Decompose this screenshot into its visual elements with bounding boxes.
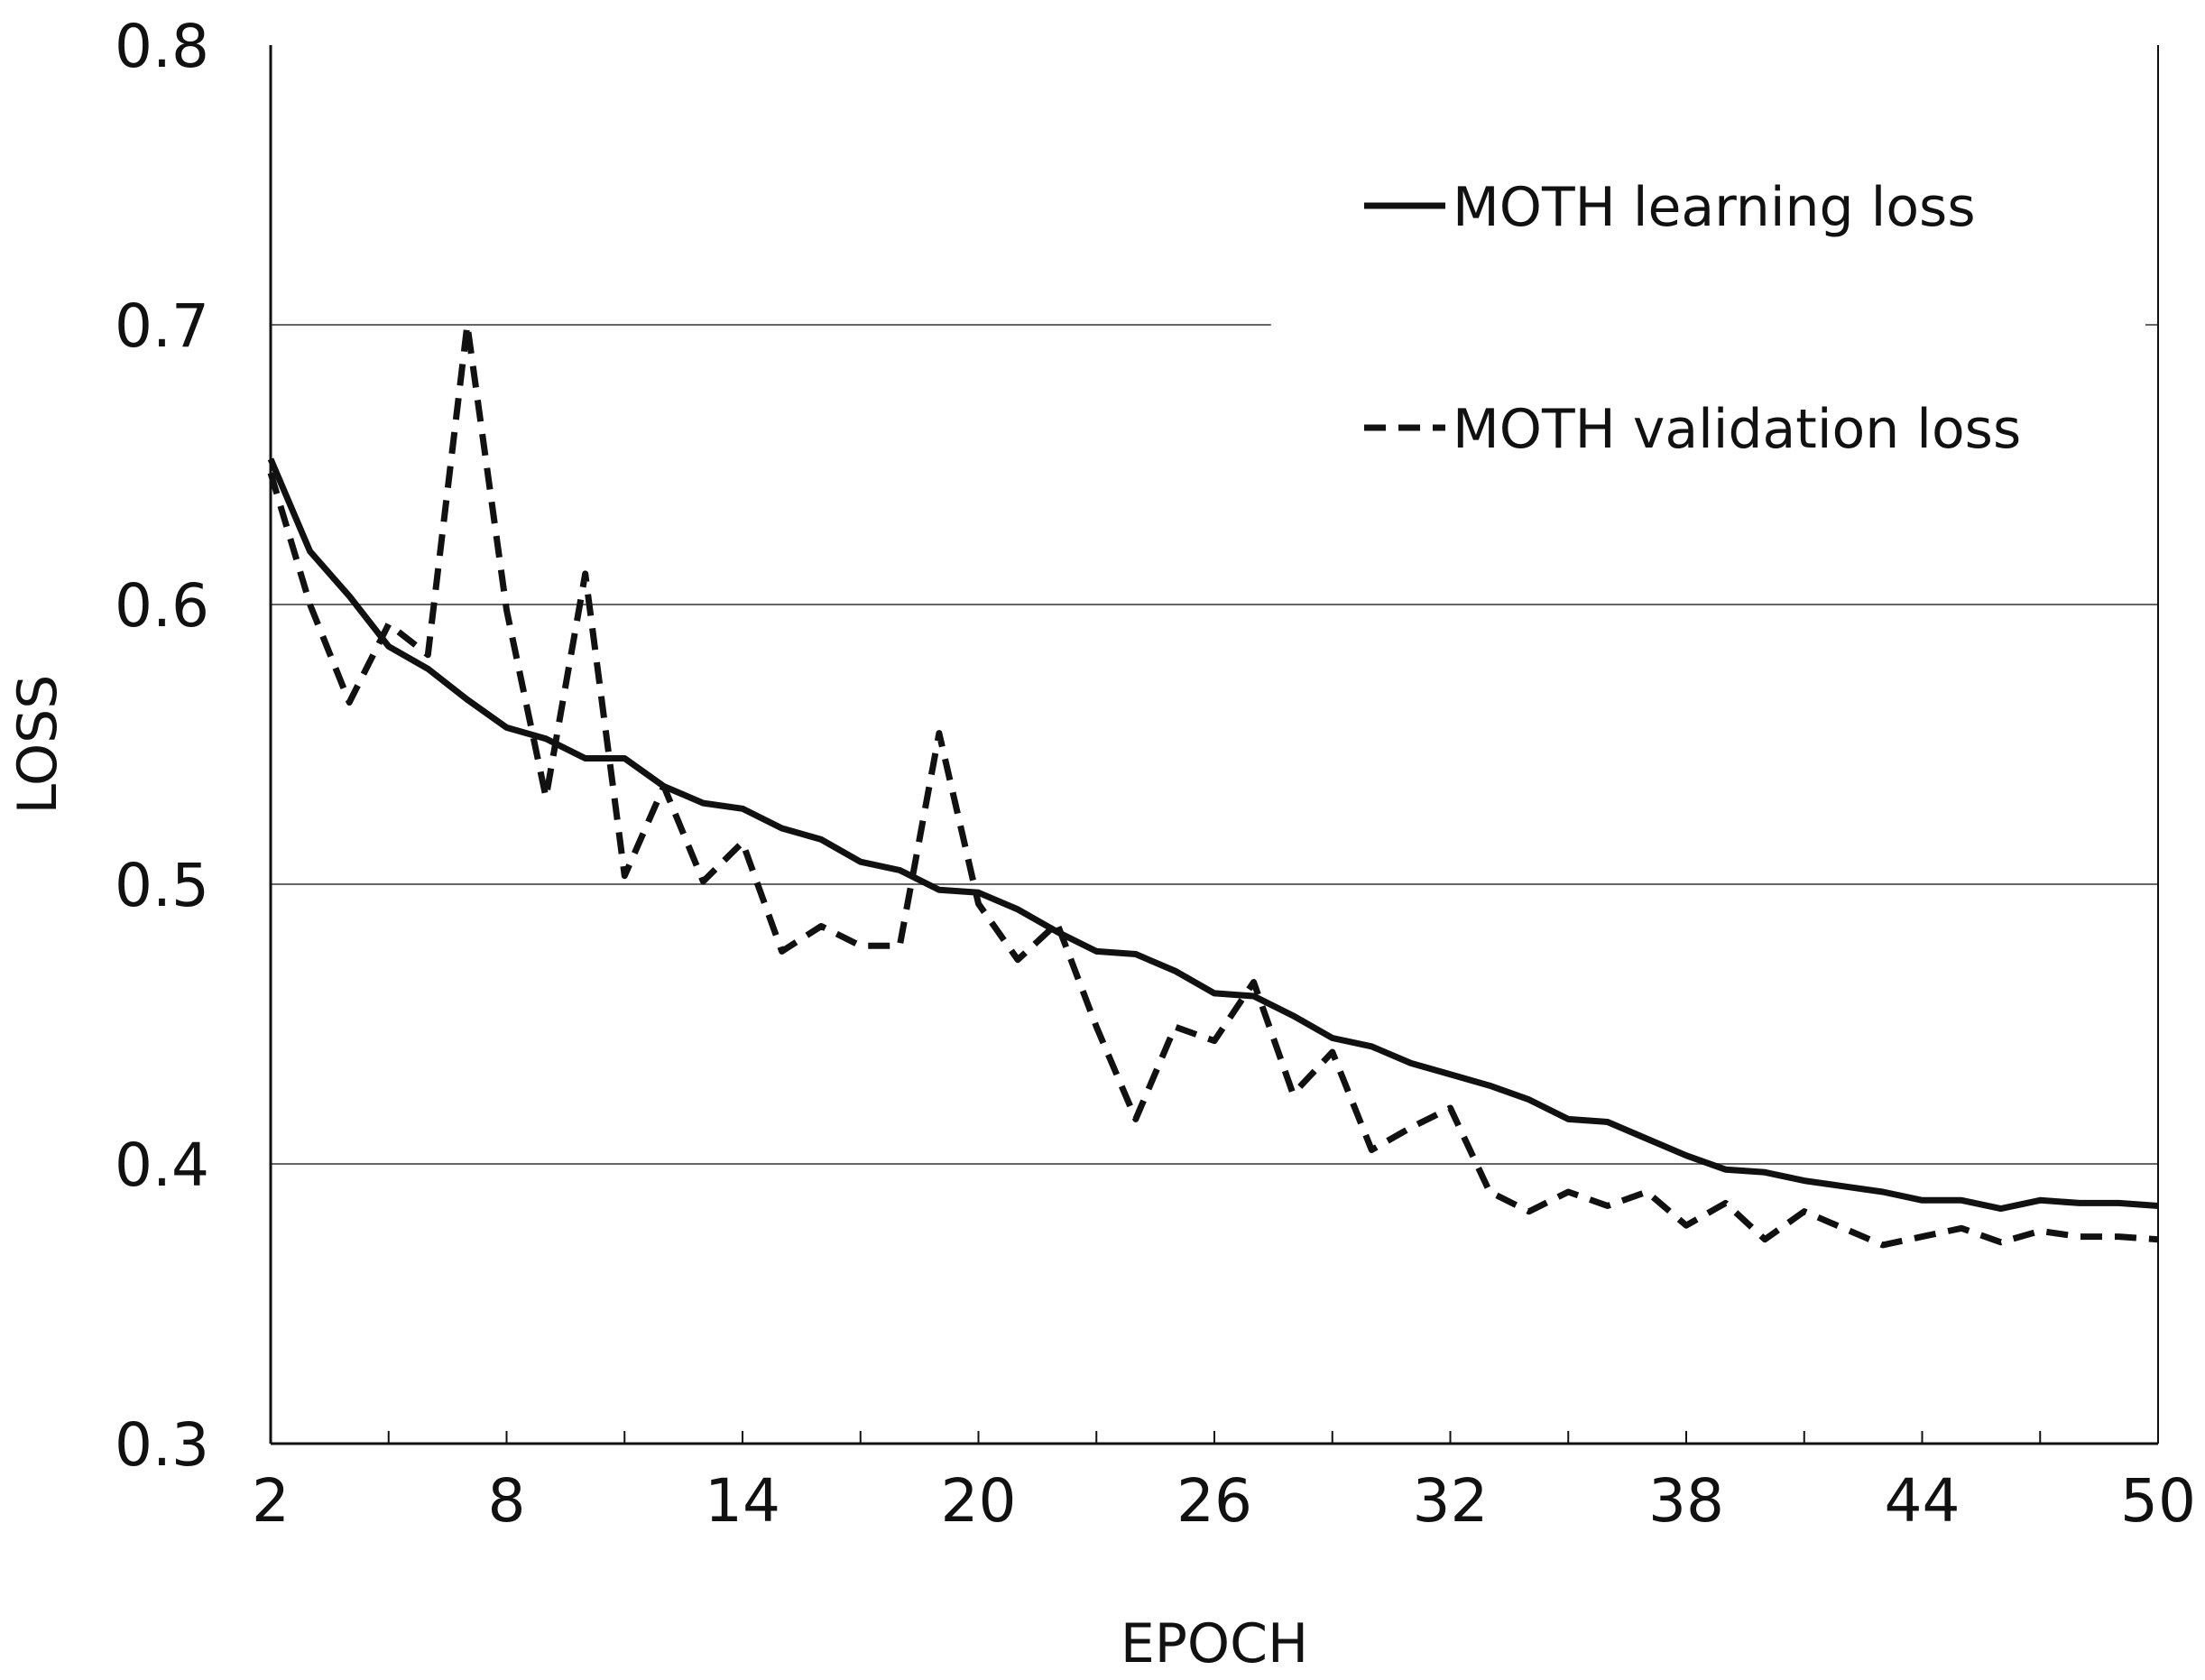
y-tick-label-0.3: 0.3 — [115, 1410, 209, 1480]
y-tick-label-0.4: 0.4 — [115, 1131, 209, 1200]
x-tick-label-44: 44 — [1885, 1466, 1961, 1536]
y-ticks: 0.3 0.4 0.5 0.6 0.7 0.8 — [115, 12, 209, 1480]
series — [267, 321, 2159, 1249]
x-tick-label-26: 26 — [1176, 1466, 1252, 1536]
x-tick-label-8: 8 — [488, 1466, 526, 1536]
x-axis-title: EPOCH — [1121, 1612, 1308, 1675]
legend-learning-label: MOTH learning loss — [1453, 176, 1976, 239]
legend: MOTH learning loss MOTH validation loss — [1364, 176, 2021, 461]
gridlines — [271, 324, 2158, 1165]
x-tick-label-20: 20 — [941, 1466, 1017, 1536]
x-tick-label-38: 38 — [1648, 1466, 1724, 1536]
x-ticks: 2 8 14 20 26 32 38 44 50 — [252, 1431, 2196, 1536]
series-line-validation-loss — [267, 321, 2159, 1249]
y-tick-label-0.5: 0.5 — [115, 851, 209, 920]
x-tick-label-2: 2 — [252, 1466, 290, 1536]
x-tick-label-14: 14 — [705, 1466, 780, 1536]
x-tick-label-32: 32 — [1413, 1466, 1489, 1536]
x-tick-label-50: 50 — [2120, 1466, 2196, 1536]
y-tick-label-0.6: 0.6 — [115, 571, 209, 641]
y-axis-title: LOSS — [6, 675, 69, 815]
series-line-learning-loss — [267, 457, 2159, 1213]
legend-validation-label: MOTH validation loss — [1453, 398, 2021, 461]
y-tick-label-0.7: 0.7 — [115, 291, 209, 361]
y-tick-label-0.8: 0.8 — [115, 12, 209, 81]
